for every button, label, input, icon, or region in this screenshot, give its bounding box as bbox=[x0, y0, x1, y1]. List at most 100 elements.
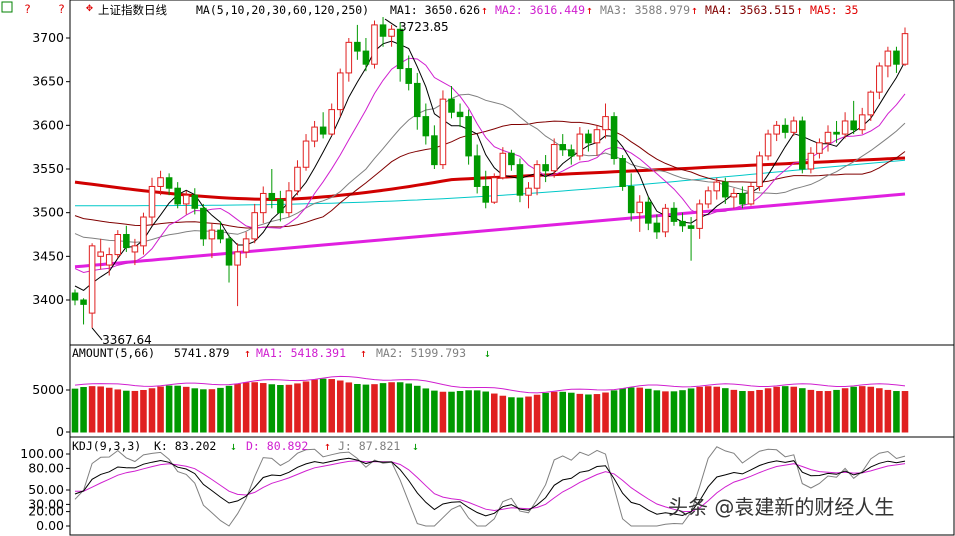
amount-bar bbox=[302, 381, 310, 433]
amount-bar bbox=[311, 379, 318, 433]
candle-body bbox=[354, 41, 361, 52]
candle-body bbox=[542, 164, 549, 172]
candle-body bbox=[636, 201, 644, 214]
amount-bar bbox=[790, 386, 798, 433]
amount-bar bbox=[336, 380, 344, 433]
amount-bar bbox=[508, 397, 515, 433]
ma20-line bbox=[74, 93, 906, 243]
kdj-tick-label: 0.00 bbox=[36, 518, 64, 533]
high-label: 3723.85 bbox=[399, 20, 449, 34]
amount-panel: 0 5000 bbox=[32, 375, 909, 439]
candle-body bbox=[610, 116, 618, 160]
amount-value: 5741.879 bbox=[174, 346, 229, 360]
candle-body bbox=[619, 158, 626, 187]
candle-body bbox=[225, 238, 233, 266]
amount-bar bbox=[627, 387, 635, 433]
amount-bar bbox=[833, 389, 840, 433]
main-header: ? ✥ 上证指数日线 MA(5,10,20,30,60,120,250) MA1: 36… bbox=[1, 0, 858, 17]
amount-bar bbox=[713, 386, 721, 433]
candle-body bbox=[439, 98, 447, 166]
candle-body bbox=[756, 155, 763, 187]
candle-body bbox=[182, 194, 190, 205]
amount-bar bbox=[884, 389, 892, 433]
y-tick-label: 3500 bbox=[32, 205, 64, 220]
candle-body bbox=[234, 251, 241, 266]
ma10-line bbox=[74, 57, 906, 274]
candle-body bbox=[371, 24, 378, 65]
candle-body bbox=[345, 41, 353, 74]
amount-bar bbox=[157, 386, 164, 433]
amount-bar bbox=[465, 390, 472, 433]
candle-body bbox=[790, 120, 798, 133]
amount-bar bbox=[841, 388, 849, 433]
candle-body bbox=[645, 201, 652, 224]
amount-bar bbox=[525, 396, 532, 433]
candle-body bbox=[704, 190, 712, 205]
amount-header: AMOUNT(5,66) 5741.879 ↑ MA1: 5418.391 ↑ MA2: … bbox=[72, 346, 491, 360]
amount-bar bbox=[165, 385, 173, 433]
candle-body bbox=[131, 245, 139, 253]
candle-body bbox=[336, 72, 344, 111]
candle-body bbox=[893, 50, 900, 65]
amount-bar bbox=[764, 388, 772, 433]
amount-bar bbox=[696, 386, 703, 433]
amount-bar bbox=[148, 388, 156, 433]
ma-readout: MA3: 3588.979 bbox=[600, 3, 690, 17]
amount-bar bbox=[208, 389, 216, 433]
amount-bar bbox=[371, 384, 378, 433]
amount-bar bbox=[396, 382, 404, 433]
candle-body bbox=[140, 216, 147, 247]
amount-bar bbox=[876, 388, 883, 433]
candle-body bbox=[114, 234, 122, 256]
candle-body bbox=[533, 164, 541, 189]
candle-body bbox=[841, 120, 849, 135]
kdj-j-line bbox=[74, 446, 906, 527]
candle-body bbox=[431, 135, 438, 166]
candle-body bbox=[473, 155, 481, 187]
amount-bar bbox=[653, 390, 661, 433]
y-tick-label: 3650 bbox=[32, 74, 64, 89]
candle-body bbox=[696, 203, 703, 229]
amount-bar bbox=[722, 388, 729, 433]
up-arrow-icon: ↑ bbox=[796, 3, 803, 17]
amount-bar bbox=[662, 391, 669, 433]
ma-readout: MA1: 3650.626 bbox=[390, 3, 480, 17]
panel-icon bbox=[1, 1, 13, 13]
amount-bar bbox=[619, 388, 626, 433]
kdj-tick-label: 50.00 bbox=[28, 482, 64, 497]
amount-bar bbox=[824, 391, 832, 433]
amount-bar bbox=[807, 389, 815, 433]
amount-bar bbox=[422, 388, 430, 433]
candle-body bbox=[499, 152, 507, 179]
ma-params: MA(5,10,20,30,60,120,250) bbox=[196, 3, 369, 17]
candle-body bbox=[550, 144, 558, 172]
candle-body bbox=[799, 120, 806, 170]
amount-bar bbox=[679, 390, 686, 433]
y-tick-label: 3550 bbox=[32, 161, 64, 176]
candle-body bbox=[876, 65, 883, 93]
candle-body bbox=[311, 126, 318, 142]
y-tick-label: 3450 bbox=[32, 248, 64, 263]
amount-arrow: ↑ bbox=[244, 346, 251, 360]
candle-body bbox=[739, 192, 746, 205]
candle-body bbox=[123, 234, 130, 249]
amount-bar bbox=[730, 389, 738, 433]
candle-body bbox=[687, 225, 695, 229]
amount-bar bbox=[542, 392, 549, 433]
candle-body bbox=[105, 254, 113, 266]
candle-body bbox=[422, 116, 430, 137]
kdj-tick-label: 100.00 bbox=[20, 446, 64, 461]
candle-body bbox=[568, 149, 575, 157]
candle-body bbox=[268, 192, 276, 201]
amount-bar bbox=[200, 389, 207, 433]
kdj-k-arrow: ↓ bbox=[230, 439, 237, 453]
amount-bar bbox=[439, 391, 447, 433]
candle-body bbox=[867, 91, 875, 116]
amount-bar bbox=[379, 383, 387, 433]
candle-body bbox=[807, 152, 815, 170]
candle-body bbox=[901, 33, 909, 65]
kdj-d: D: 80.892 bbox=[246, 439, 308, 453]
candle-body bbox=[858, 114, 866, 131]
candle-body bbox=[764, 133, 772, 157]
